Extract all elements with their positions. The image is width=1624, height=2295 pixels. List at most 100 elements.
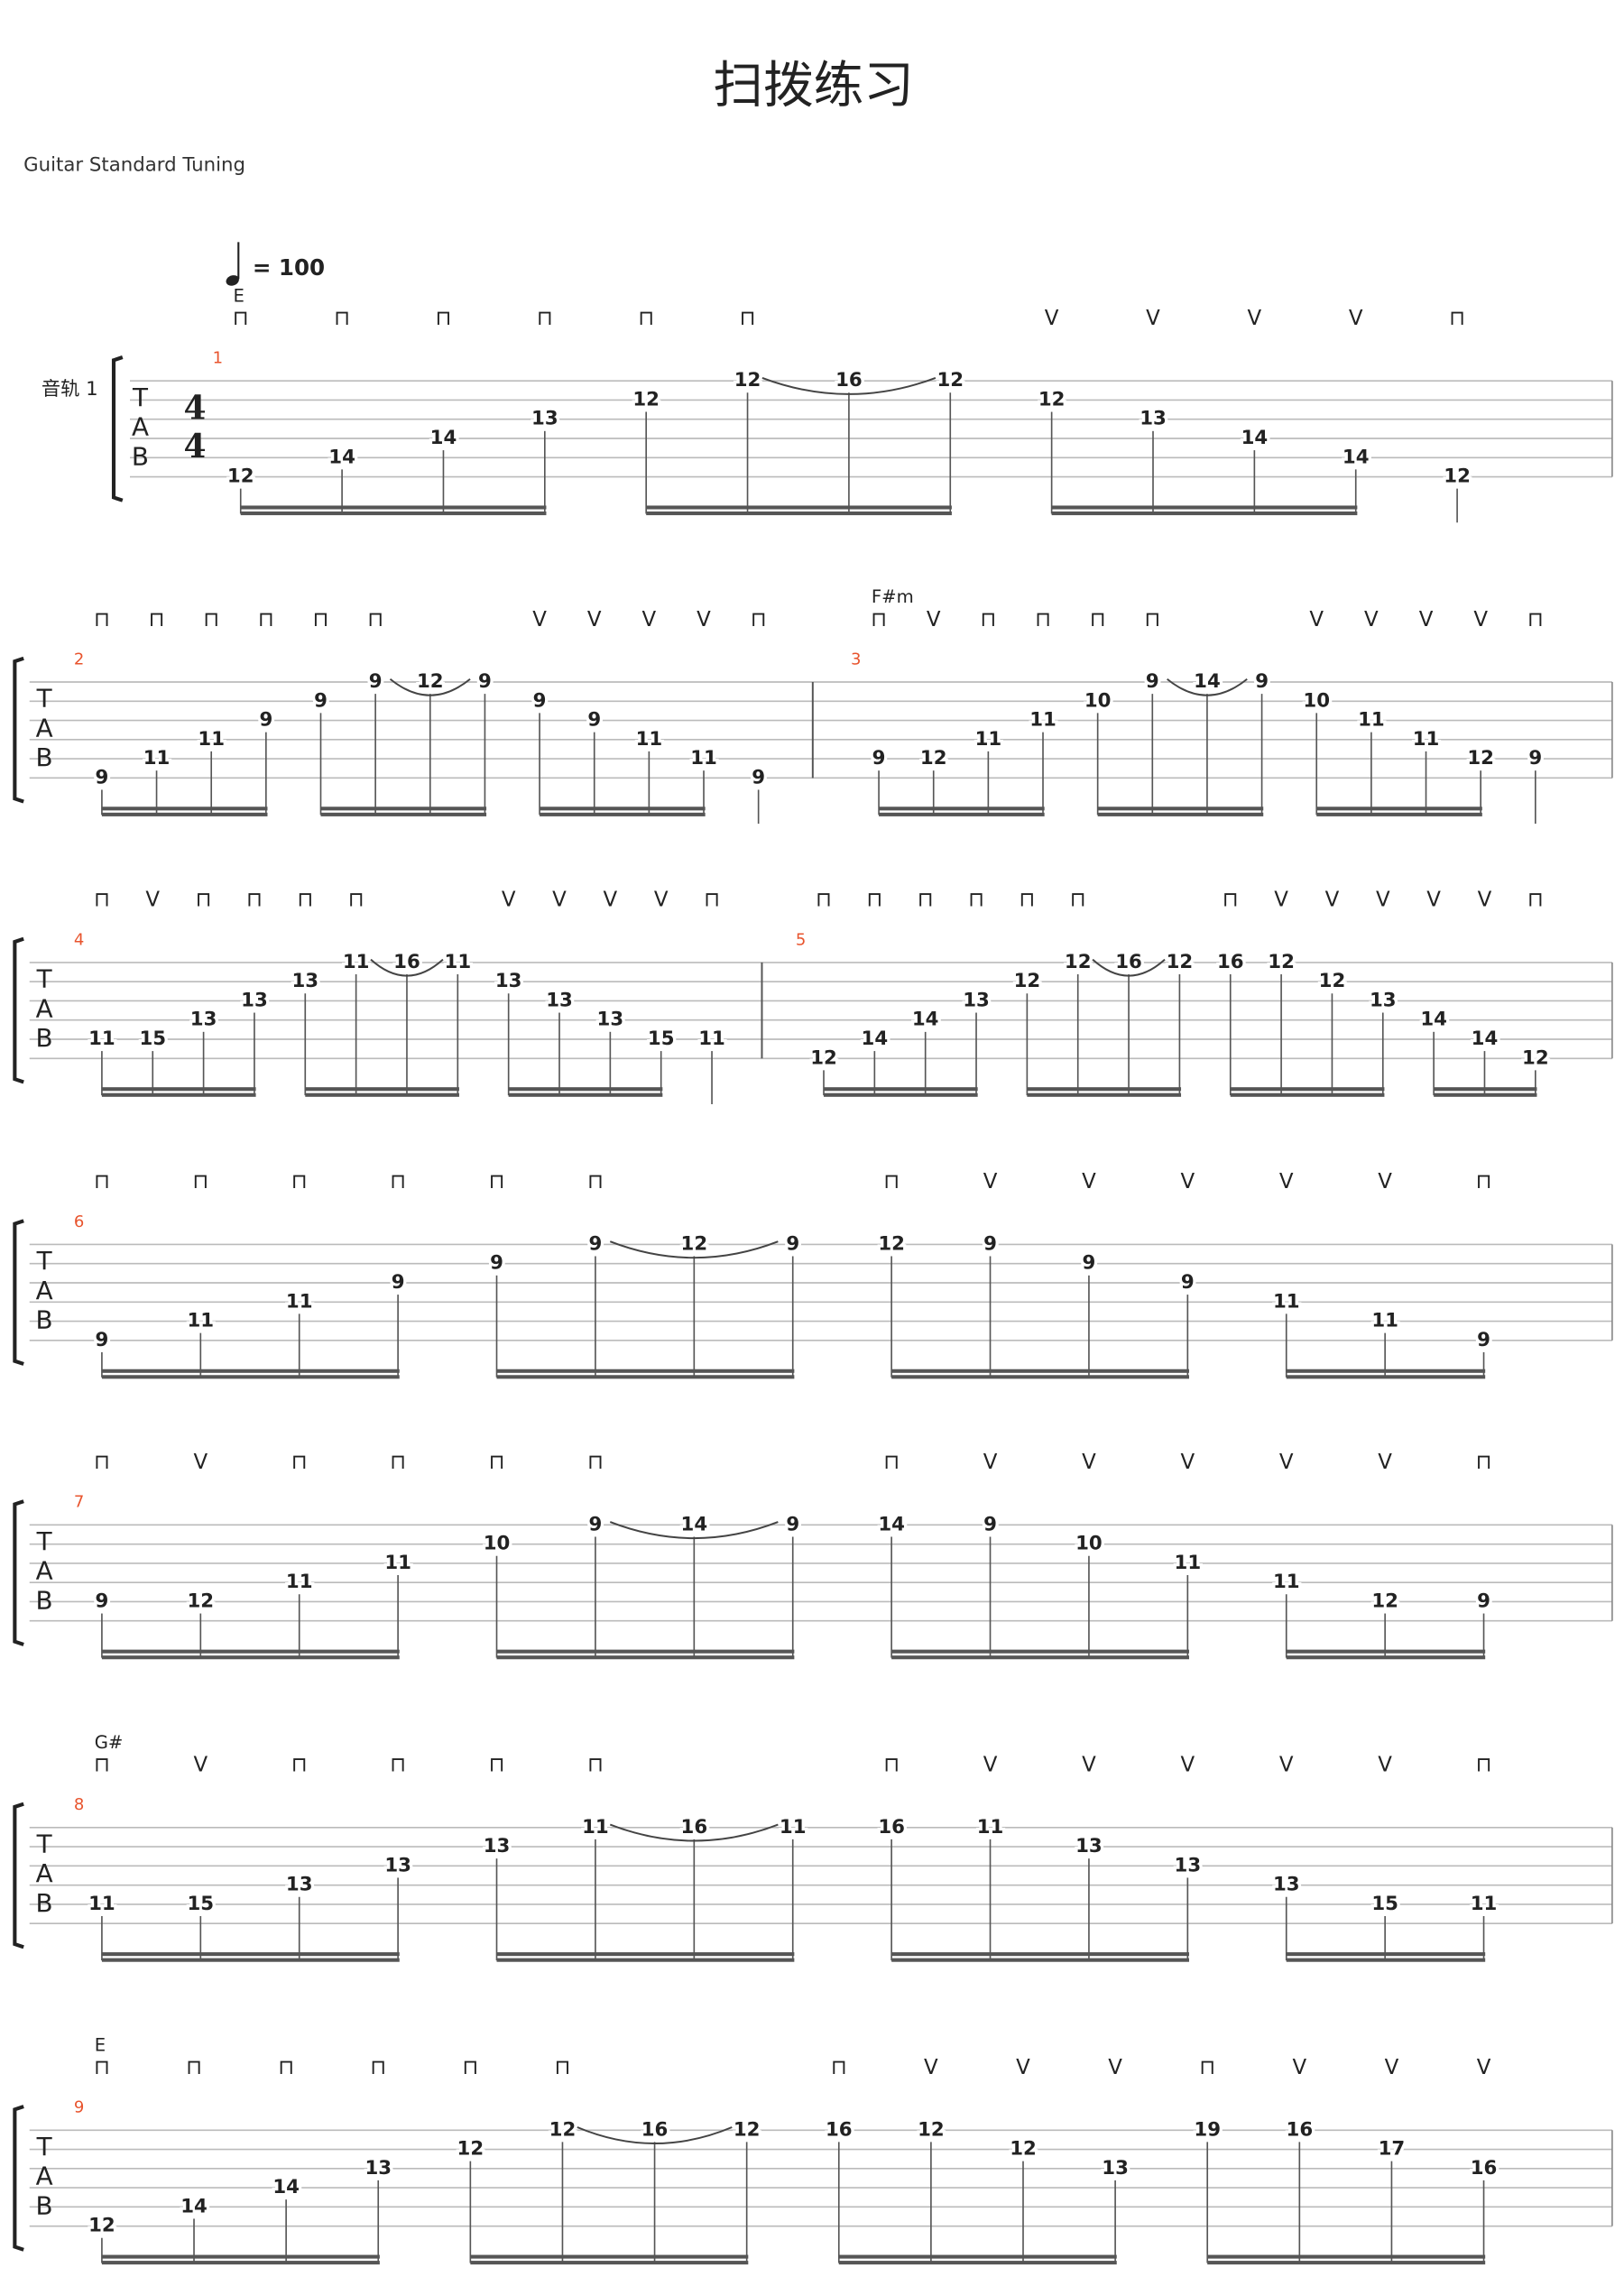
tab-letter: T — [36, 684, 53, 714]
fret-number: 9 — [314, 689, 328, 712]
pick-stroke: V — [1473, 608, 1488, 631]
fret-number: 16 — [1217, 951, 1244, 973]
fret-number: 12 — [88, 2215, 115, 2237]
pick-stroke: ⊓ — [278, 2056, 294, 2079]
fret-number: 11 — [636, 728, 663, 751]
beam — [496, 1649, 795, 1654]
beam — [101, 1958, 400, 1962]
pick-stroke: V — [1082, 1170, 1096, 1194]
fret-number: 14 — [681, 1513, 708, 1535]
pick-stroke: V — [983, 1754, 998, 1777]
tab-letter: B — [36, 2190, 53, 2220]
fret-number: 12 — [417, 670, 444, 693]
beam — [101, 1375, 400, 1379]
pick-stroke: V — [1378, 1170, 1392, 1194]
measure-number: 2 — [74, 650, 84, 668]
pick-stroke: V — [502, 889, 516, 912]
beam — [540, 806, 706, 811]
pick-stroke: V — [1376, 889, 1390, 912]
fret-number: 9 — [1477, 1590, 1490, 1612]
pick-stroke: V — [145, 889, 160, 912]
fret-number: 14 — [328, 446, 355, 468]
beam — [1316, 812, 1482, 816]
fret-number: 9 — [96, 1590, 109, 1612]
fret-number: 9 — [259, 709, 272, 732]
pick-stroke: ⊓ — [370, 2056, 386, 2079]
pick-stroke: ⊓ — [192, 1170, 208, 1194]
fret-number: 11 — [698, 1028, 725, 1050]
beam — [1230, 1087, 1385, 1092]
fret-number: 16 — [835, 369, 863, 392]
beam — [1027, 1092, 1182, 1097]
slur — [1092, 958, 1166, 977]
beam — [1286, 1369, 1486, 1373]
pick-stroke: ⊓ — [1223, 889, 1239, 912]
beam — [240, 511, 547, 516]
tempo: = 100 — [253, 254, 325, 281]
beam — [496, 1655, 795, 1660]
fret-number: 12 — [457, 2138, 484, 2161]
beam — [838, 2261, 1117, 2265]
pick-stroke: ⊓ — [638, 307, 654, 330]
pick-stroke: V — [1419, 608, 1434, 631]
fret-number: 11 — [88, 1028, 115, 1050]
fret-number: 11 — [977, 1816, 1004, 1839]
fret-number: 9 — [533, 689, 547, 712]
fret-number: 12 — [1038, 388, 1066, 410]
pick-stroke: ⊓ — [918, 889, 934, 912]
tab-letter: A — [132, 412, 149, 442]
fret-number: 14 — [912, 1009, 939, 1031]
fret-number: 16 — [681, 1816, 708, 1839]
slur — [761, 376, 937, 395]
pick-stroke: ⊓ — [186, 2056, 202, 2079]
fret-number: 16 — [393, 951, 420, 973]
measure-number: 4 — [74, 930, 84, 949]
slur — [609, 1240, 779, 1259]
pick-stroke: ⊓ — [489, 1170, 505, 1194]
beam — [1286, 1958, 1486, 1962]
fret-number: 12 — [681, 1232, 708, 1255]
pick-stroke: ⊓ — [816, 889, 832, 912]
pick-stroke: ⊓ — [367, 608, 383, 631]
measure-number: 6 — [74, 1212, 84, 1231]
fret-number: 13 — [597, 1009, 624, 1031]
beam — [891, 1369, 1189, 1373]
pick-stroke: ⊓ — [348, 889, 364, 912]
beam — [1027, 1087, 1182, 1092]
fret-number: 12 — [1268, 951, 1295, 973]
fret-number: 10 — [1075, 1533, 1103, 1555]
pick-stroke: ⊓ — [390, 1170, 406, 1194]
pick-stroke: ⊓ — [1144, 608, 1160, 631]
fret-number: 9 — [872, 747, 886, 770]
beam — [891, 1958, 1189, 1962]
fret-number: 9 — [478, 670, 492, 693]
pick-stroke: ⊓ — [203, 608, 219, 631]
beam — [891, 1655, 1189, 1660]
tab-letter: T — [132, 382, 149, 412]
fret-number: 10 — [1084, 689, 1112, 712]
tab-letter: B — [36, 1585, 53, 1615]
pick-stroke: ⊓ — [233, 307, 249, 330]
fret-number: 12 — [810, 1046, 837, 1069]
pick-stroke: V — [927, 608, 941, 631]
pick-stroke: ⊓ — [489, 1754, 505, 1777]
pick-stroke: ⊓ — [258, 608, 274, 631]
fret-number: 10 — [1303, 689, 1330, 712]
fret-number: 9 — [1528, 747, 1542, 770]
pick-stroke: ⊓ — [94, 1170, 110, 1194]
pick-stroke: ⊓ — [1070, 889, 1086, 912]
beam — [508, 1092, 663, 1097]
pick-stroke: ⊓ — [94, 1754, 110, 1777]
fret-number: 14 — [180, 2195, 208, 2217]
pick-stroke: ⊓ — [883, 1170, 900, 1194]
fret-number: 9 — [369, 670, 383, 693]
beam — [101, 1649, 400, 1654]
pick-stroke: V — [587, 608, 602, 631]
beam — [646, 505, 952, 510]
beam — [891, 1375, 1189, 1379]
pick-stroke: V — [1108, 2056, 1122, 2079]
slur — [609, 1521, 779, 1540]
beam — [1097, 812, 1264, 816]
fret-number: 11 — [286, 1571, 313, 1593]
pick-stroke: ⊓ — [883, 1754, 900, 1777]
